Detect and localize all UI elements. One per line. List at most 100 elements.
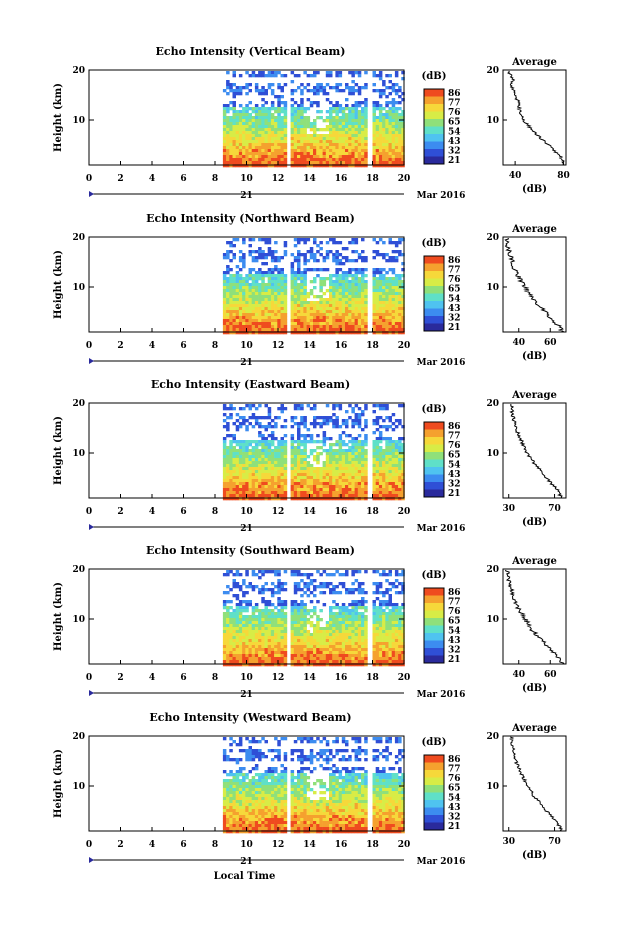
heatmap-cell — [245, 104, 249, 107]
heatmap-cell — [294, 467, 298, 470]
heatmap-cell — [313, 92, 317, 95]
heatmap-cell — [382, 155, 386, 158]
heatmap-cell — [223, 639, 227, 642]
heatmap-cell — [242, 594, 246, 597]
heatmap-cell — [294, 161, 298, 164]
heatmap-cell — [233, 110, 237, 113]
heatmap-cell — [339, 316, 343, 319]
heatmap-cell — [310, 633, 314, 636]
heatmap-cell — [255, 491, 259, 494]
heatmap-cell — [242, 238, 246, 241]
heatmap-cell — [223, 104, 227, 107]
heatmap-cell — [310, 310, 314, 313]
heatmap-cell — [398, 473, 402, 476]
heatmap-cell — [329, 476, 333, 479]
heatmap-cell — [358, 615, 362, 618]
heatmap-cell — [364, 325, 368, 328]
heatmap-cell — [358, 651, 362, 654]
heatmap-cell — [364, 119, 368, 122]
heatmap-cell — [226, 452, 230, 455]
heatmap-cell — [313, 122, 317, 125]
heatmap-cell — [358, 494, 362, 497]
heatmap-cell — [342, 134, 346, 137]
heatmap-cell — [351, 479, 355, 482]
heatmap-cell — [385, 491, 389, 494]
heatmap-cell — [268, 110, 272, 113]
heatmap-cell — [284, 603, 288, 606]
heatmap-cell — [300, 113, 304, 116]
heatmap-cell — [373, 158, 377, 161]
panel-title: Echo Intensity (Southward Beam) — [146, 544, 355, 557]
heatmap-cell — [249, 422, 253, 425]
heatmap-cell — [323, 476, 327, 479]
heatmap-cell — [271, 143, 275, 146]
heatmap-cell — [398, 319, 402, 322]
heatmap-cell — [242, 591, 246, 594]
heatmap-cell — [239, 250, 243, 253]
heatmap-cell — [355, 137, 359, 140]
heatmap-cell — [303, 497, 307, 500]
heatmap-cell — [274, 319, 278, 322]
heatmap-cell — [242, 283, 246, 286]
heatmap-cell — [233, 322, 237, 325]
heatmap-cell — [242, 443, 246, 446]
heatmap-cell — [326, 630, 330, 633]
heatmap-cell — [376, 298, 380, 301]
heatmap-cell — [379, 128, 383, 131]
heatmap-cell — [361, 164, 365, 167]
heatmap-cell — [291, 262, 295, 265]
heatmap-cell — [229, 143, 233, 146]
heatmap-cell — [277, 316, 281, 319]
heatmap-cell — [395, 319, 399, 322]
heatmap-cell — [245, 482, 249, 485]
heatmap-cell — [307, 467, 311, 470]
heatmap-cell — [274, 618, 278, 621]
heatmap-cell — [398, 322, 402, 325]
heatmap-cell — [300, 301, 304, 304]
heatmap-cell — [300, 488, 304, 491]
heatmap-cell — [335, 416, 339, 419]
heatmap-cell — [339, 458, 343, 461]
heatmap-cell — [271, 636, 275, 639]
heatmap-cell — [332, 588, 336, 591]
heatmap-cell — [339, 461, 343, 464]
heatmap-cell — [300, 455, 304, 458]
heatmap-cell — [303, 434, 307, 437]
heatmap-cell — [300, 331, 304, 334]
heatmap-cell — [332, 110, 336, 113]
heatmap-cell — [245, 280, 249, 283]
heatmap-cell — [351, 491, 355, 494]
heatmap-cell — [236, 597, 240, 600]
heatmap-cell — [261, 256, 265, 259]
heatmap-cell — [242, 316, 246, 319]
heatmap-cell — [284, 660, 288, 663]
heatmap-cell — [261, 467, 265, 470]
heatmap-cell — [233, 624, 237, 627]
heatmap-cell — [268, 633, 272, 636]
heatmap-cell — [297, 642, 301, 645]
heatmap-cell — [223, 473, 227, 476]
heatmap-cell — [398, 488, 402, 491]
heatmap-cell — [291, 116, 295, 119]
heatmap-cell — [236, 280, 240, 283]
heatmap-cell — [382, 292, 386, 295]
heatmap-cell — [329, 110, 333, 113]
heatmap-cell — [274, 310, 278, 313]
heatmap-cell — [364, 280, 368, 283]
heatmap-cell — [226, 425, 230, 428]
heatmap-cell — [389, 443, 393, 446]
heatmap-cell — [300, 110, 304, 113]
heatmap-cell — [339, 125, 343, 128]
heatmap-cell — [355, 588, 359, 591]
heatmap-cell — [300, 310, 304, 313]
colorbar-tick-label: 86 — [448, 89, 461, 99]
heatmap-cell — [261, 449, 265, 452]
heatmap-cell — [281, 485, 285, 488]
heatmap-cell — [300, 116, 304, 119]
heatmap-cell — [242, 262, 246, 265]
heatmap-cell — [294, 331, 298, 334]
heatmap-cell — [274, 612, 278, 615]
heatmap-cell — [398, 113, 402, 116]
heatmap-cell — [226, 307, 230, 310]
heatmap-cell — [229, 244, 233, 247]
